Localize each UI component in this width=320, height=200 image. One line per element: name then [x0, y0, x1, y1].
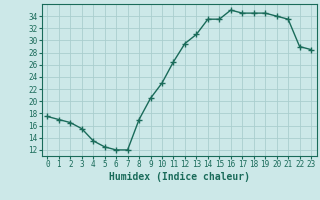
X-axis label: Humidex (Indice chaleur): Humidex (Indice chaleur) — [109, 172, 250, 182]
